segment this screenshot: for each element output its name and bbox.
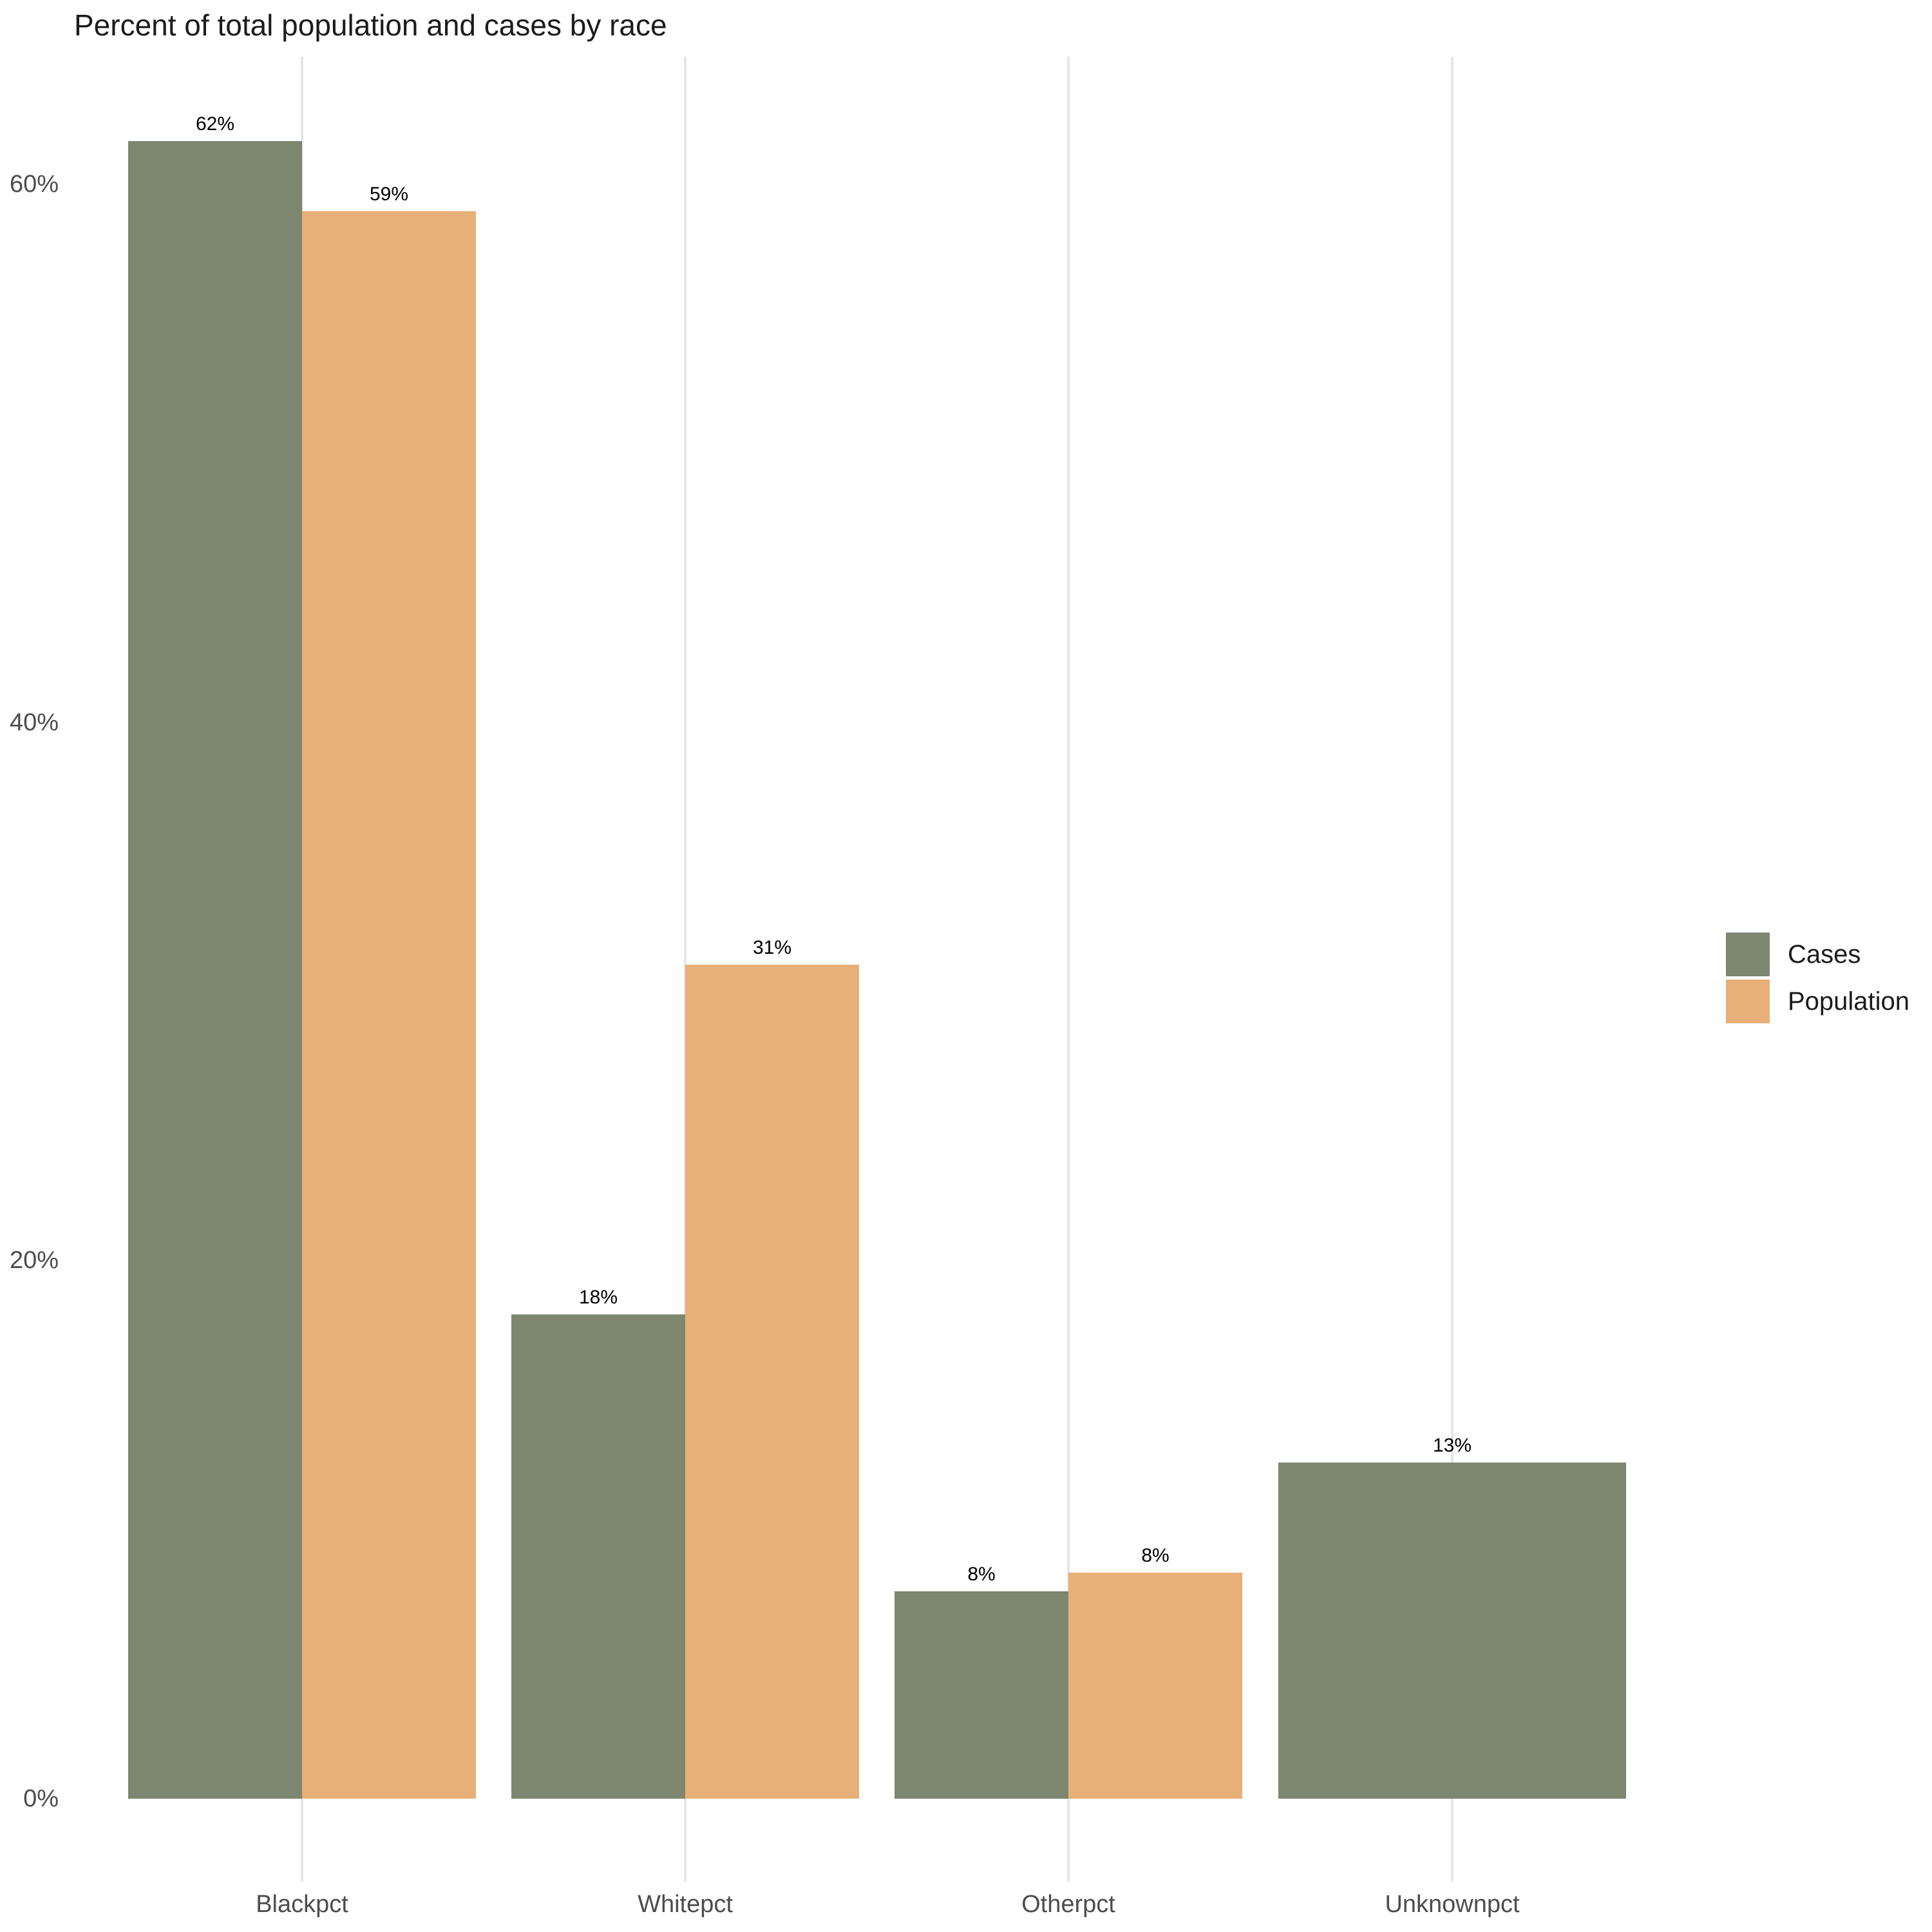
y-axis-tick-label-0-: 0% — [23, 1785, 59, 1812]
legend: Cases Population — [1726, 933, 1909, 1023]
bar-population-blackpct[interactable] — [302, 211, 476, 1799]
legend-item-population[interactable]: Population — [1726, 980, 1909, 1023]
bar-cases-otherpct[interactable] — [895, 1591, 1068, 1799]
legend-item-cases[interactable]: Cases — [1726, 933, 1909, 976]
y-axis-tick-label-60-: 60% — [9, 171, 59, 198]
chart-title: Percent of total population and cases by… — [74, 8, 667, 42]
legend-swatch-cases — [1726, 933, 1770, 976]
legend-label-population: Population — [1788, 987, 1910, 1016]
bar-cases-whitepct[interactable] — [511, 1314, 685, 1799]
bar-value-label-population-whitepct: 31% — [752, 936, 792, 958]
legend-swatch-population — [1726, 980, 1770, 1023]
gridline-unknownpct — [1451, 57, 1454, 1882]
bar-cases-unknownpct[interactable] — [1278, 1462, 1626, 1799]
bar-value-label-cases-whitepct: 18% — [578, 1286, 618, 1308]
gridline-otherpct — [1067, 57, 1070, 1882]
y-axis-tick-label-40-: 40% — [9, 708, 59, 736]
bar-cases-blackpct[interactable] — [128, 141, 302, 1799]
x-axis-label-blackpct: Blackpct — [256, 1891, 348, 1918]
bar-value-label-cases-unknownpct: 13% — [1432, 1434, 1472, 1456]
legend-label-cases: Cases — [1788, 940, 1861, 969]
bar-value-label-population-otherpct: 8% — [1141, 1545, 1170, 1567]
bar-population-whitepct[interactable] — [685, 964, 859, 1799]
x-axis-label-unknownpct: Unknownpct — [1385, 1891, 1520, 1918]
bar-value-label-cases-blackpct: 62% — [195, 113, 235, 135]
x-axis-label-otherpct: Otherpct — [1021, 1891, 1115, 1918]
y-axis-tick-label-20-: 20% — [9, 1247, 59, 1274]
x-axis-label-whitepct: Whitepct — [638, 1891, 733, 1918]
bar-value-label-cases-otherpct: 8% — [967, 1564, 996, 1586]
bar-population-otherpct[interactable] — [1068, 1573, 1242, 1799]
bar-value-label-population-blackpct: 59% — [369, 183, 409, 205]
